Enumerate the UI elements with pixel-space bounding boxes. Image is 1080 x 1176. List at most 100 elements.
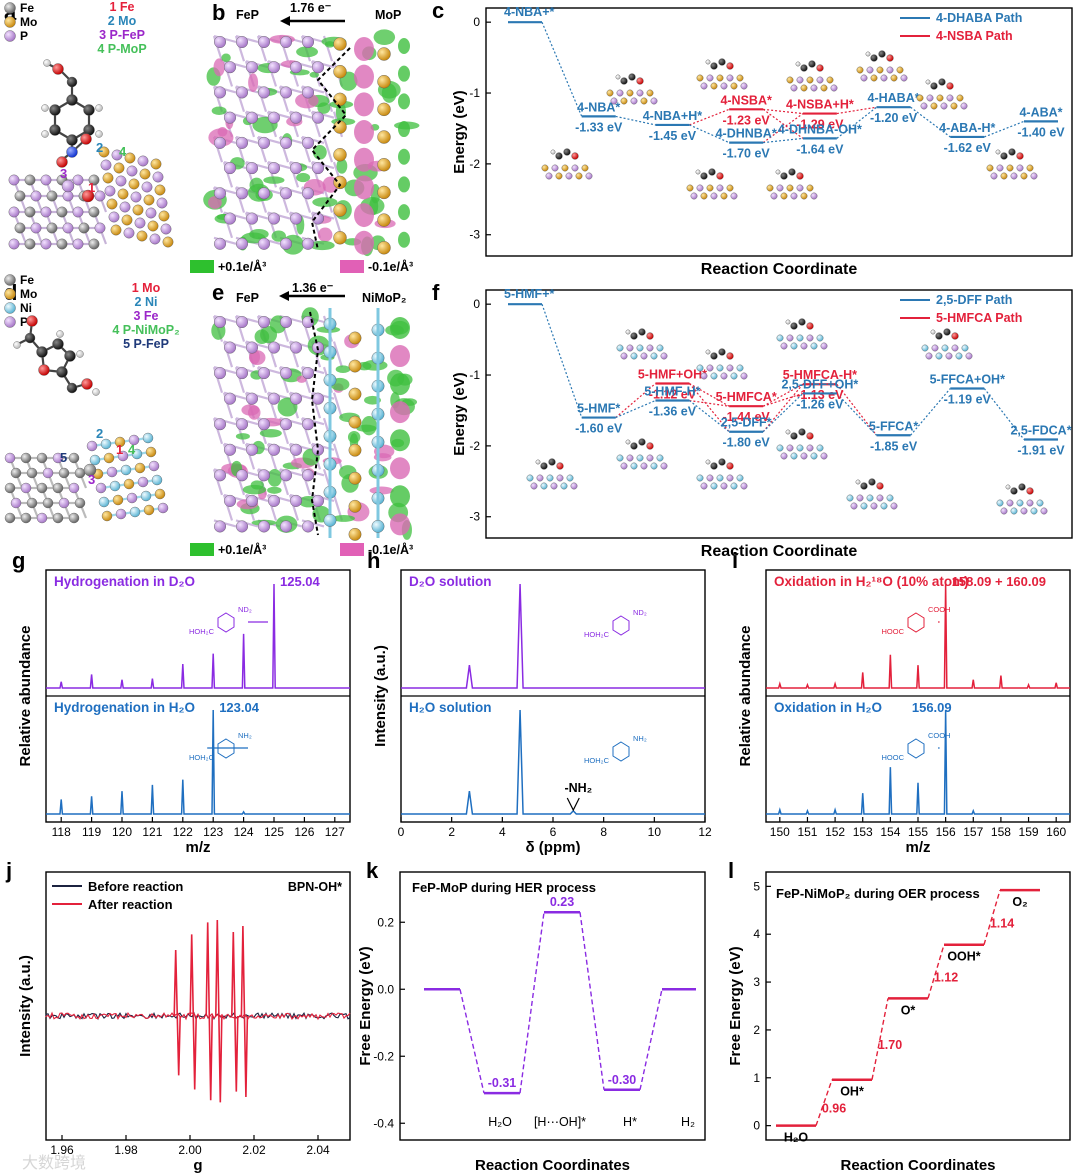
path-connector	[615, 115, 656, 126]
surface-atom	[626, 454, 634, 462]
phosphorus-atom	[40, 174, 52, 186]
carbon-atom	[790, 322, 798, 330]
x-tick-label: 118	[52, 825, 71, 839]
surface-atom	[630, 97, 638, 105]
x-tick-label: 124	[234, 825, 254, 839]
phosphorus-atom	[235, 316, 248, 329]
phosphorus-atom	[258, 136, 271, 149]
phosphorus-atom	[8, 174, 20, 186]
carbon-atom	[540, 462, 548, 470]
surface-atom	[776, 184, 784, 192]
hydrogen-atom	[705, 459, 711, 465]
phosphorus-atom	[302, 187, 315, 200]
panel-letter-b: b	[212, 0, 225, 25]
phosphorus-atom	[72, 174, 84, 186]
molybdenum-atom	[377, 158, 391, 172]
density-gain	[249, 228, 269, 240]
carbon-atom	[66, 76, 78, 88]
surface-atom	[1026, 499, 1034, 507]
nitrogen-atom	[66, 146, 78, 158]
phosphorus-atom	[8, 238, 20, 250]
phosphorus-atom	[302, 136, 315, 149]
site-number-3: 3	[60, 166, 67, 181]
surface-atom	[920, 102, 928, 110]
density-gain	[398, 148, 410, 165]
surface-atom	[706, 184, 714, 192]
surface-atom	[740, 372, 748, 380]
hydrogen-atom	[95, 104, 103, 112]
state-label: 2,5-FDCA*	[1010, 424, 1071, 438]
legend-label-fe: Fe	[20, 273, 34, 287]
surface-atom	[810, 342, 818, 350]
surface-atom	[710, 82, 718, 90]
molybdenum-atom	[113, 162, 125, 174]
oxygen-atom	[646, 332, 654, 340]
fep-atom	[20, 482, 32, 494]
fep-atom	[58, 467, 70, 479]
nimop2-atom	[145, 446, 157, 458]
panel-letter-f: f	[432, 280, 440, 305]
fep-atom	[4, 482, 16, 494]
path-connector	[689, 124, 730, 144]
oxygen-atom	[571, 152, 579, 160]
oxygen-atom	[806, 432, 814, 440]
phosphorus-atom	[145, 207, 157, 219]
site-label-2: 2 Ni	[135, 295, 158, 309]
surface-atom	[726, 474, 734, 482]
energy-diagram-f: f 0 -1 -2 -3 Energy (eV) Reaction Coordinate 2,…	[432, 280, 1073, 560]
density-gain	[312, 144, 327, 160]
density-gain	[398, 204, 410, 221]
surface-atom	[656, 454, 664, 462]
phosphorus-atom	[235, 418, 248, 431]
surface-atom	[880, 502, 888, 510]
density-loss	[354, 120, 374, 145]
peak-label: 158.09 + 160.09	[952, 574, 1046, 589]
phosphorus-atom	[235, 36, 248, 49]
p-fep-site-5	[83, 463, 97, 477]
x-tick-label: 0	[398, 825, 405, 839]
surface-atom	[716, 184, 724, 192]
oxygen-atom	[726, 352, 734, 360]
series-title: Oxidation in H₂¹⁸O (10% atom)	[774, 574, 969, 589]
oxygen-atom	[556, 462, 564, 470]
phosphorus-atom	[62, 190, 74, 202]
surface-atom	[990, 172, 998, 180]
molybdenum-atom	[377, 47, 391, 61]
site-label-4: 4 P-MoP	[97, 42, 146, 56]
surface-atom	[955, 352, 963, 360]
density-gain	[335, 365, 351, 374]
phosphorus-atom	[160, 223, 172, 235]
molybdenum-atom	[348, 443, 362, 457]
phosphorus-atom	[213, 136, 226, 149]
molybdenum-atom	[348, 499, 362, 513]
iron-atom	[88, 174, 100, 186]
phosphorus-atom	[290, 212, 303, 225]
phosphorus-atom	[235, 187, 248, 200]
carbon-atom	[935, 332, 943, 340]
oxygen-atom	[646, 442, 654, 450]
carbon-atom	[52, 338, 64, 350]
surface-atom	[686, 184, 694, 192]
path-connector	[541, 303, 583, 418]
nimop2-atom	[112, 494, 124, 506]
structure-substituent: NH₂	[238, 731, 252, 740]
surface-atom	[551, 164, 559, 172]
surface-atom	[696, 474, 704, 482]
surface-atom	[630, 352, 638, 360]
carbon-atom	[800, 64, 808, 72]
hydrogen-atom	[705, 59, 711, 65]
surface-atom	[730, 372, 738, 380]
surface-atom	[646, 454, 654, 462]
density-blob	[390, 345, 410, 368]
y-tick-label: 1	[753, 1071, 760, 1085]
hydrogen-atom	[995, 149, 1001, 155]
iron-atom	[78, 222, 90, 234]
surface-atom	[886, 494, 894, 502]
phosphorus-atom	[245, 162, 258, 175]
density-gain	[309, 240, 335, 251]
surface-atom	[626, 344, 634, 352]
density-gain	[332, 514, 355, 522]
surface-atom	[886, 66, 894, 74]
carbon-atom	[868, 478, 876, 486]
